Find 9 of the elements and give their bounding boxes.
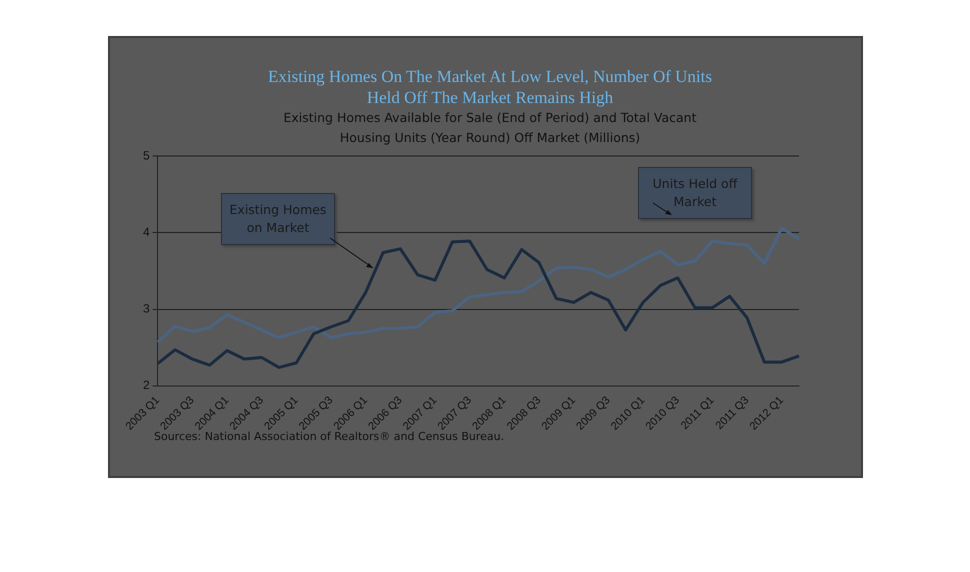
annotation: Existing Homes on Market [221,193,335,245]
chart-title: Existing Homes On The Market At Low Level, Number Of Units Held Off The Market Remains High [267,66,713,108]
y-tick-label: 5 [142,148,150,163]
y-tick-label: 2 [142,378,150,392]
y-tick-label: 3 [142,302,150,316]
annotation: Units Held off Market [638,167,752,219]
source-note: Sources: National Association of Realtors® and Census Bureau. [154,430,504,443]
y-tick-label: 4 [142,225,150,240]
chart-subtitle: Existing Homes Available for Sale (End of Period) and Total Vacant Housing Units (Year Round) Off Market (Millions) [282,109,698,147]
